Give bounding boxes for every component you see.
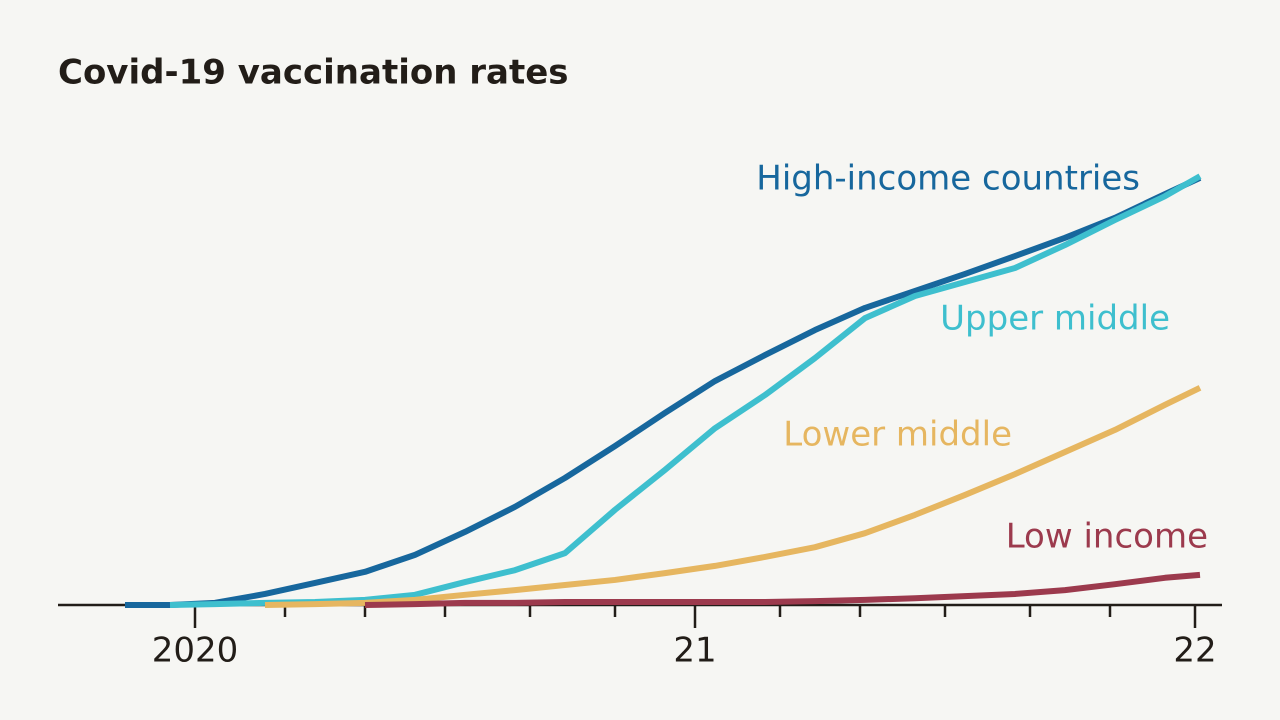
series-label: High-income countries (756, 159, 1140, 199)
x-tick-label: 22 (1173, 631, 1216, 671)
chart-title: Covid-19 vaccination rates (58, 53, 569, 93)
series-label: Low income (1006, 517, 1208, 557)
series-label: Lower middle (783, 415, 1012, 455)
x-tick-label: 21 (673, 631, 716, 671)
series-line (264, 385, 1202, 608)
x-tick-label: 2020 (152, 631, 239, 671)
series-line (364, 571, 1201, 608)
series-label: Upper middle (940, 299, 1170, 339)
series-line (125, 175, 1202, 608)
